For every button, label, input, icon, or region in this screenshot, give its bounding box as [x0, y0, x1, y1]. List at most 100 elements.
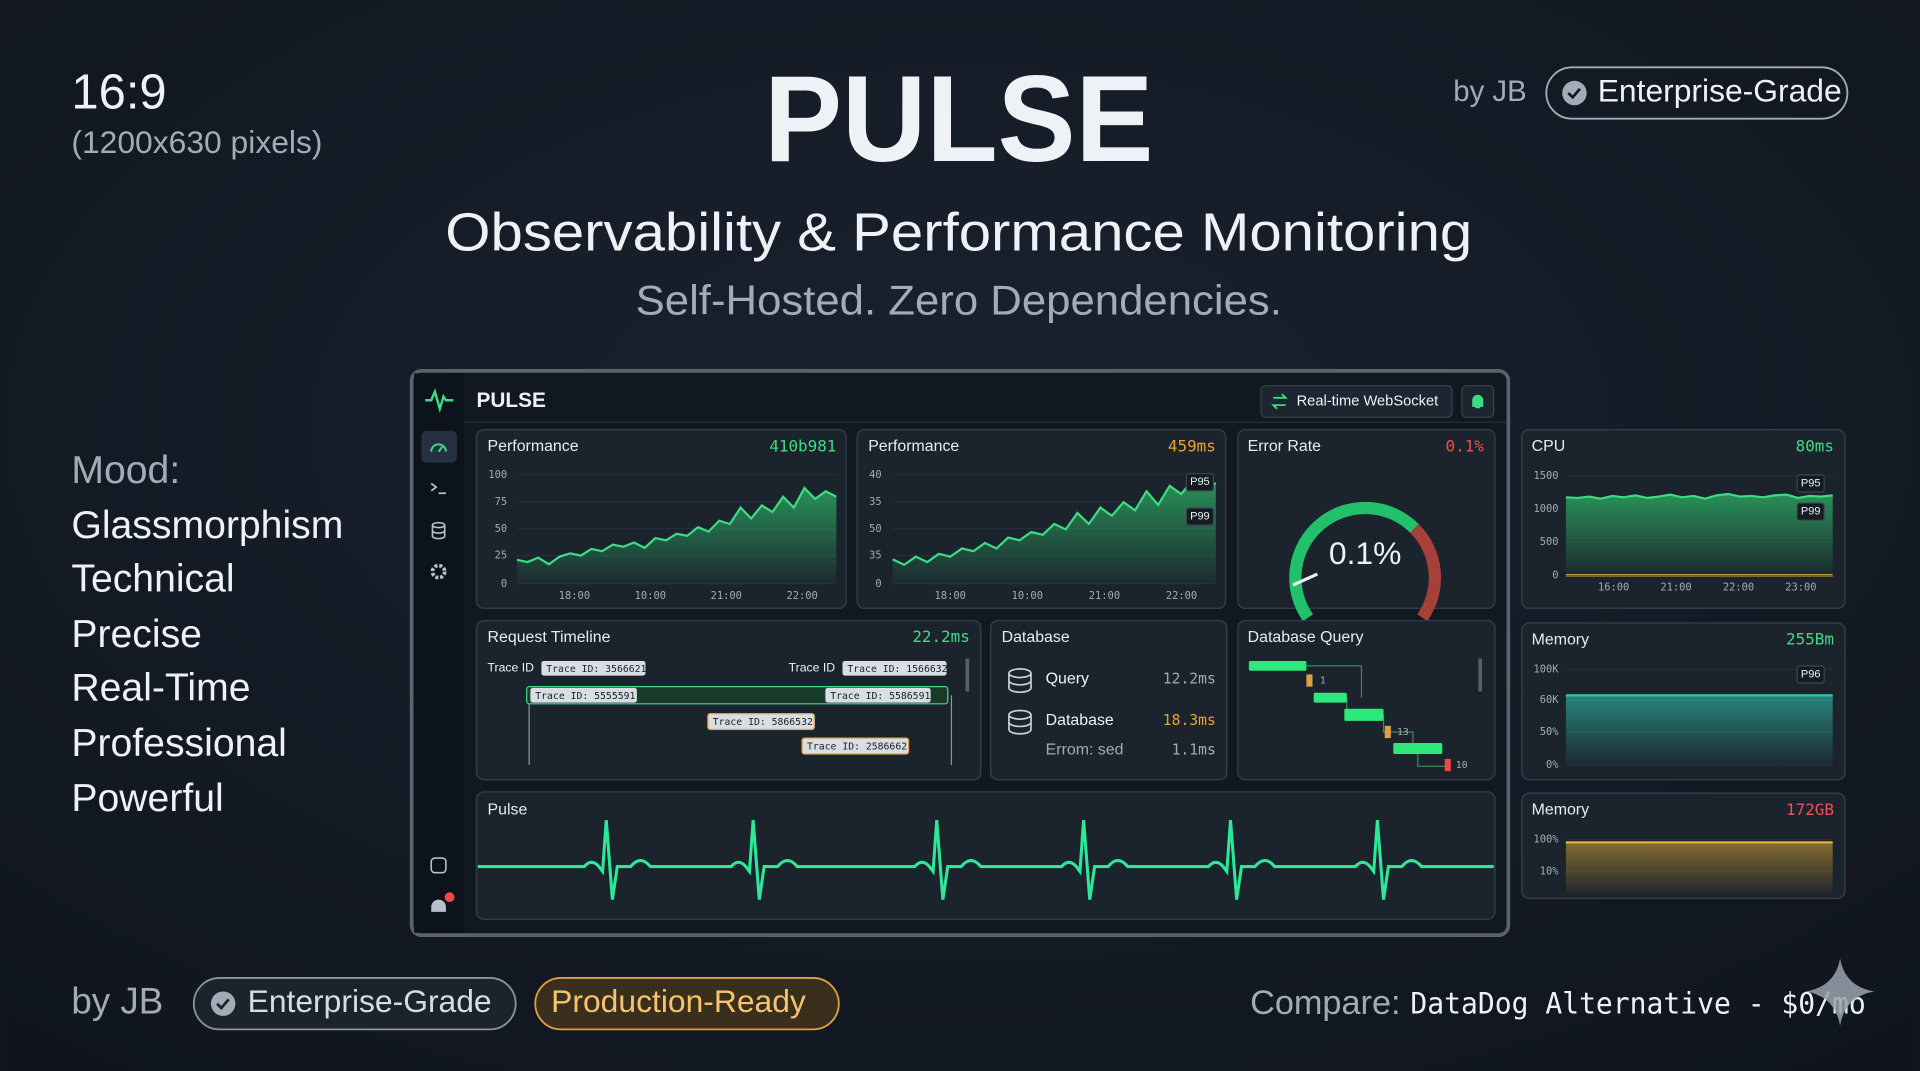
panel-title: Database Query: [1248, 629, 1364, 646]
db-row-value: 18.3ms: [1163, 712, 1216, 729]
trace-chip: [541, 660, 646, 676]
waterfall-label: 10: [1456, 760, 1468, 771]
panel: [989, 619, 1228, 781]
gauge-needle: [1292, 572, 1319, 587]
marker-chip: [1185, 507, 1214, 526]
waterfall-marker: [1306, 674, 1313, 687]
waterfall-label: 1: [1320, 676, 1326, 687]
x-tick-label: 18:00: [559, 590, 590, 602]
logo-icon: [425, 388, 454, 414]
footer-badge: Production-Ready: [534, 977, 840, 1031]
badge-frame: [1545, 66, 1849, 120]
waterfall-bar: [1393, 742, 1443, 754]
nav-notifications[interactable]: [431, 899, 446, 912]
panel-value: 459ms: [1168, 436, 1216, 455]
trace-id: Trace ID: 5866532: [713, 717, 813, 728]
line: [892, 478, 1217, 567]
db-icon: [1008, 709, 1032, 735]
y-tick-label: 50: [869, 523, 882, 535]
y-tick-label: 25: [495, 550, 508, 562]
marker-label: P96: [1801, 668, 1821, 680]
trace-label: Trace ID: [488, 661, 535, 675]
marker-label: P95: [1801, 477, 1821, 489]
sparkle: [1805, 958, 1875, 1026]
trace-chip: [825, 687, 931, 703]
panel-title: Request Timeline: [488, 629, 611, 646]
compare-text: DataDog Alternative - $0/mo: [1410, 986, 1865, 1020]
subtitle: Observability & Performance Monitoring: [445, 202, 1472, 262]
websocket-frame[interactable]: [1260, 384, 1453, 418]
area: [1565, 842, 1833, 894]
notification-dot: [444, 892, 455, 903]
x-tick-label: 22:00: [1723, 582, 1754, 594]
nav-help[interactable]: [430, 857, 447, 874]
line: [516, 486, 837, 566]
y-tick-label: 0: [875, 578, 881, 590]
panel-title: Performance: [488, 438, 579, 455]
db-row-label: Query: [1046, 671, 1089, 688]
y-tick-label: 35: [869, 496, 882, 508]
x-tick-label: 21:00: [711, 590, 742, 602]
check-icon: [210, 991, 236, 1016]
compare-label: Compare:: [1250, 984, 1400, 1022]
websocket-button[interactable]: Real-time WebSocket: [1260, 384, 1453, 418]
panel-title: Pulse: [488, 801, 528, 818]
trace-id: Trace ID: 5555591: [535, 691, 635, 702]
y-tick-label: 0: [501, 578, 507, 590]
y-tick-label: 0: [1552, 569, 1558, 581]
trace-id: Trace ID: 2586662: [807, 742, 907, 753]
waterfall-label: 13: [1397, 727, 1409, 738]
tagline: Self-Hosted. Zero Dependencies.: [636, 277, 1282, 324]
db-row-label: Database: [1046, 712, 1114, 729]
trace-id: Trace ID: 5586591: [830, 691, 930, 702]
waterfall-bar: [1313, 692, 1347, 703]
brand: PULSE: [477, 389, 546, 412]
panel-title: CPU: [1532, 438, 1566, 455]
mood-item: Professional: [71, 722, 286, 765]
y-tick-label: 100K: [1534, 664, 1560, 676]
check-mark: [1567, 87, 1581, 100]
y-tick-label: 10%: [1540, 865, 1560, 877]
x-tick-label: 21:00: [1660, 582, 1691, 594]
y-tick-label: 75: [495, 496, 508, 508]
area: [892, 480, 1216, 584]
badge-text: Enterprise-Grade: [1598, 72, 1842, 108]
db-icon: [1008, 668, 1032, 693]
nav-terminal[interactable]: [430, 482, 446, 495]
x-tick-label: 23:00: [1785, 582, 1816, 594]
bell-button[interactable]: [1461, 384, 1495, 418]
area: [1565, 494, 1833, 576]
x-tick-label: 18:00: [935, 590, 966, 602]
badge-text: Enterprise-Grade: [248, 983, 492, 1019]
ecg-trace: [477, 819, 1494, 900]
x-tick-label: 21:00: [1089, 590, 1120, 602]
x-tick-label: 22:00: [1166, 590, 1197, 602]
y-tick-label: 0%: [1546, 759, 1559, 771]
mood-item: Powerful: [71, 777, 223, 820]
panel-title: Error Rate: [1248, 438, 1322, 455]
x-tick-label: 10:00: [1012, 590, 1043, 602]
panel: [1237, 428, 1496, 610]
nav-database[interactable]: [431, 521, 446, 540]
panel-value: 22.2ms: [912, 627, 969, 646]
title: PULSE: [764, 50, 1153, 187]
gauge-value: 0.1%: [1329, 535, 1402, 571]
mood-item: Glassmorphism: [71, 504, 343, 547]
check-icon: [1562, 80, 1587, 106]
waterfall-connector: [1306, 665, 1445, 767]
panel-title: Memory: [1532, 801, 1589, 818]
nav-active[interactable]: [421, 430, 457, 463]
marker-label: P99: [1801, 506, 1821, 518]
sidebar: [414, 373, 465, 933]
marker-label: P95: [1190, 476, 1210, 488]
websocket-label[interactable]: Real-time WebSocket: [1297, 393, 1439, 409]
trace-chip: [707, 712, 815, 731]
badge: Enterprise-Grade: [1545, 66, 1849, 120]
panel-title: Database: [1002, 629, 1070, 646]
badge-frame: [534, 977, 840, 1031]
nav-dashboard[interactable]: [430, 443, 447, 453]
trace-id: Trace ID: 3566621: [546, 664, 646, 675]
y-tick-label: 100: [488, 469, 507, 481]
